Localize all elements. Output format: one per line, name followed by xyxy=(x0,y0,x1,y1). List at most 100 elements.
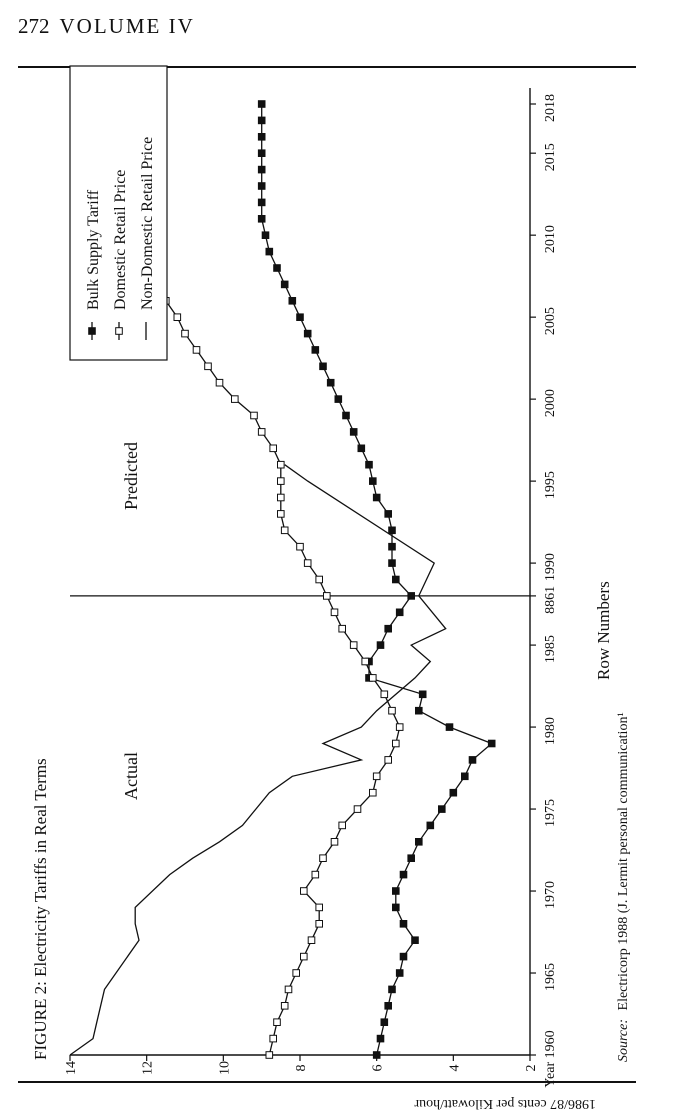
point-bulk-supply-tariff xyxy=(418,690,427,699)
point-bulk-supply-tariff xyxy=(296,313,304,321)
point-bulk-supply-tariff xyxy=(334,395,343,403)
point-domestic-retail-price xyxy=(280,526,289,535)
point-domestic-retail-price xyxy=(338,821,346,830)
point-bulk-supply-tariff xyxy=(449,788,458,797)
x-tick-label: 1975 xyxy=(543,799,558,827)
y-tick-label: 14 xyxy=(64,1061,79,1075)
x-tick-label: 2015 xyxy=(543,143,558,171)
y-tick-label: 6 xyxy=(371,1065,386,1072)
point-bulk-supply-tariff xyxy=(372,493,381,502)
x-tick-label: 2005 xyxy=(543,307,558,335)
point-domestic-retail-price xyxy=(300,952,308,961)
point-bulk-supply-tariff xyxy=(257,100,266,108)
point-domestic-retail-price xyxy=(369,788,377,797)
point-bulk-supply-tariff xyxy=(395,608,404,617)
point-bulk-supply-tariff xyxy=(399,952,408,961)
point-domestic-retail-price xyxy=(349,641,358,649)
point-domestic-retail-price xyxy=(388,706,396,715)
x-tick-label: Year 1960 xyxy=(543,1030,558,1087)
x-axis-label: Row Numbers xyxy=(594,581,613,680)
legend-marker xyxy=(115,327,123,335)
point-bulk-supply-tariff xyxy=(388,559,396,567)
point-bulk-supply-tariff xyxy=(319,362,327,371)
point-bulk-supply-tariff xyxy=(392,903,400,912)
point-domestic-retail-price xyxy=(284,985,293,994)
point-domestic-retail-price xyxy=(307,936,316,945)
point-domestic-retail-price xyxy=(380,690,389,699)
x-tick-label: 8861 xyxy=(543,586,558,614)
point-domestic-retail-price xyxy=(181,329,189,338)
point-bulk-supply-tariff xyxy=(399,920,408,928)
point-domestic-retail-price xyxy=(257,428,266,436)
point-domestic-retail-price xyxy=(265,1051,274,1059)
point-bulk-supply-tariff xyxy=(257,116,266,125)
point-bulk-supply-tariff xyxy=(376,641,385,649)
source-note: Source: Electricorp 1988 (J. Lermit pers… xyxy=(616,712,631,1062)
x-tick-label: 1990 xyxy=(543,553,558,581)
legend-label: Domestic Retail Price xyxy=(112,170,129,310)
point-bulk-supply-tariff xyxy=(311,346,320,354)
point-domestic-retail-price xyxy=(277,510,285,518)
point-bulk-supply-tariff xyxy=(257,198,266,207)
point-domestic-retail-price xyxy=(300,887,308,895)
point-bulk-supply-tariff xyxy=(326,378,335,387)
running-title: VOLUME IV xyxy=(59,14,195,38)
y-tick-label: 10 xyxy=(217,1061,232,1075)
y-tick-label: 2 xyxy=(524,1065,539,1072)
point-bulk-supply-tariff xyxy=(365,460,373,469)
legend-label: Non-Domestic Retail Price xyxy=(139,137,156,310)
series-line-domestic-retail-price xyxy=(130,104,401,1056)
point-domestic-retail-price xyxy=(269,1034,277,1043)
point-bulk-supply-tariff xyxy=(388,526,396,535)
point-bulk-supply-tariff xyxy=(303,329,312,338)
point-domestic-retail-price xyxy=(315,903,323,912)
point-bulk-supply-tariff xyxy=(395,969,404,977)
point-bulk-supply-tariff xyxy=(280,280,289,289)
top-rule xyxy=(18,66,636,68)
point-bulk-supply-tariff xyxy=(265,247,274,256)
point-bulk-supply-tariff xyxy=(384,1002,392,1010)
point-bulk-supply-tariff xyxy=(392,575,400,584)
point-bulk-supply-tariff xyxy=(273,264,281,272)
point-domestic-retail-price xyxy=(277,493,285,502)
point-bulk-supply-tariff xyxy=(426,821,435,830)
point-domestic-retail-price xyxy=(280,1002,289,1010)
point-domestic-retail-price xyxy=(330,608,339,617)
bottom-rule xyxy=(18,1081,636,1083)
point-domestic-retail-price xyxy=(250,411,258,420)
point-domestic-retail-price xyxy=(296,542,304,551)
point-bulk-supply-tariff xyxy=(407,854,415,863)
point-bulk-supply-tariff xyxy=(257,165,266,174)
point-domestic-retail-price xyxy=(173,313,182,321)
point-bulk-supply-tariff xyxy=(487,739,496,748)
point-bulk-supply-tariff xyxy=(407,592,415,600)
point-bulk-supply-tariff xyxy=(257,215,266,223)
y-axis-label: 1986/87 cents per Kilowatt/hour xyxy=(414,1096,596,1111)
chart-title: FIGURE 2: Electricity Tariffs in Real Te… xyxy=(31,758,50,1060)
point-domestic-retail-price xyxy=(269,444,277,453)
y-tick-label: 12 xyxy=(141,1061,156,1075)
point-domestic-retail-price xyxy=(315,920,323,928)
point-bulk-supply-tariff xyxy=(461,772,469,781)
x-tick-label: 1970 xyxy=(543,881,558,909)
point-bulk-supply-tariff xyxy=(411,936,419,945)
point-domestic-retail-price xyxy=(311,870,320,879)
point-bulk-supply-tariff xyxy=(380,1018,389,1027)
point-domestic-retail-price xyxy=(392,739,400,748)
x-tick-label: 2000 xyxy=(543,389,558,417)
point-domestic-retail-price xyxy=(353,805,362,813)
point-domestic-retail-price xyxy=(369,674,377,682)
point-domestic-retail-price xyxy=(372,772,381,781)
point-bulk-supply-tariff xyxy=(388,542,396,551)
point-bulk-supply-tariff xyxy=(384,510,392,518)
point-domestic-retail-price xyxy=(384,756,392,764)
point-bulk-supply-tariff xyxy=(399,870,408,879)
point-bulk-supply-tariff xyxy=(392,887,400,895)
page-number: 272 xyxy=(18,14,50,38)
point-bulk-supply-tariff xyxy=(388,985,396,994)
x-tick-label: 1965 xyxy=(543,963,558,991)
point-bulk-supply-tariff xyxy=(357,444,366,453)
point-domestic-retail-price xyxy=(315,575,323,584)
y-tick-label: 4 xyxy=(447,1065,462,1072)
